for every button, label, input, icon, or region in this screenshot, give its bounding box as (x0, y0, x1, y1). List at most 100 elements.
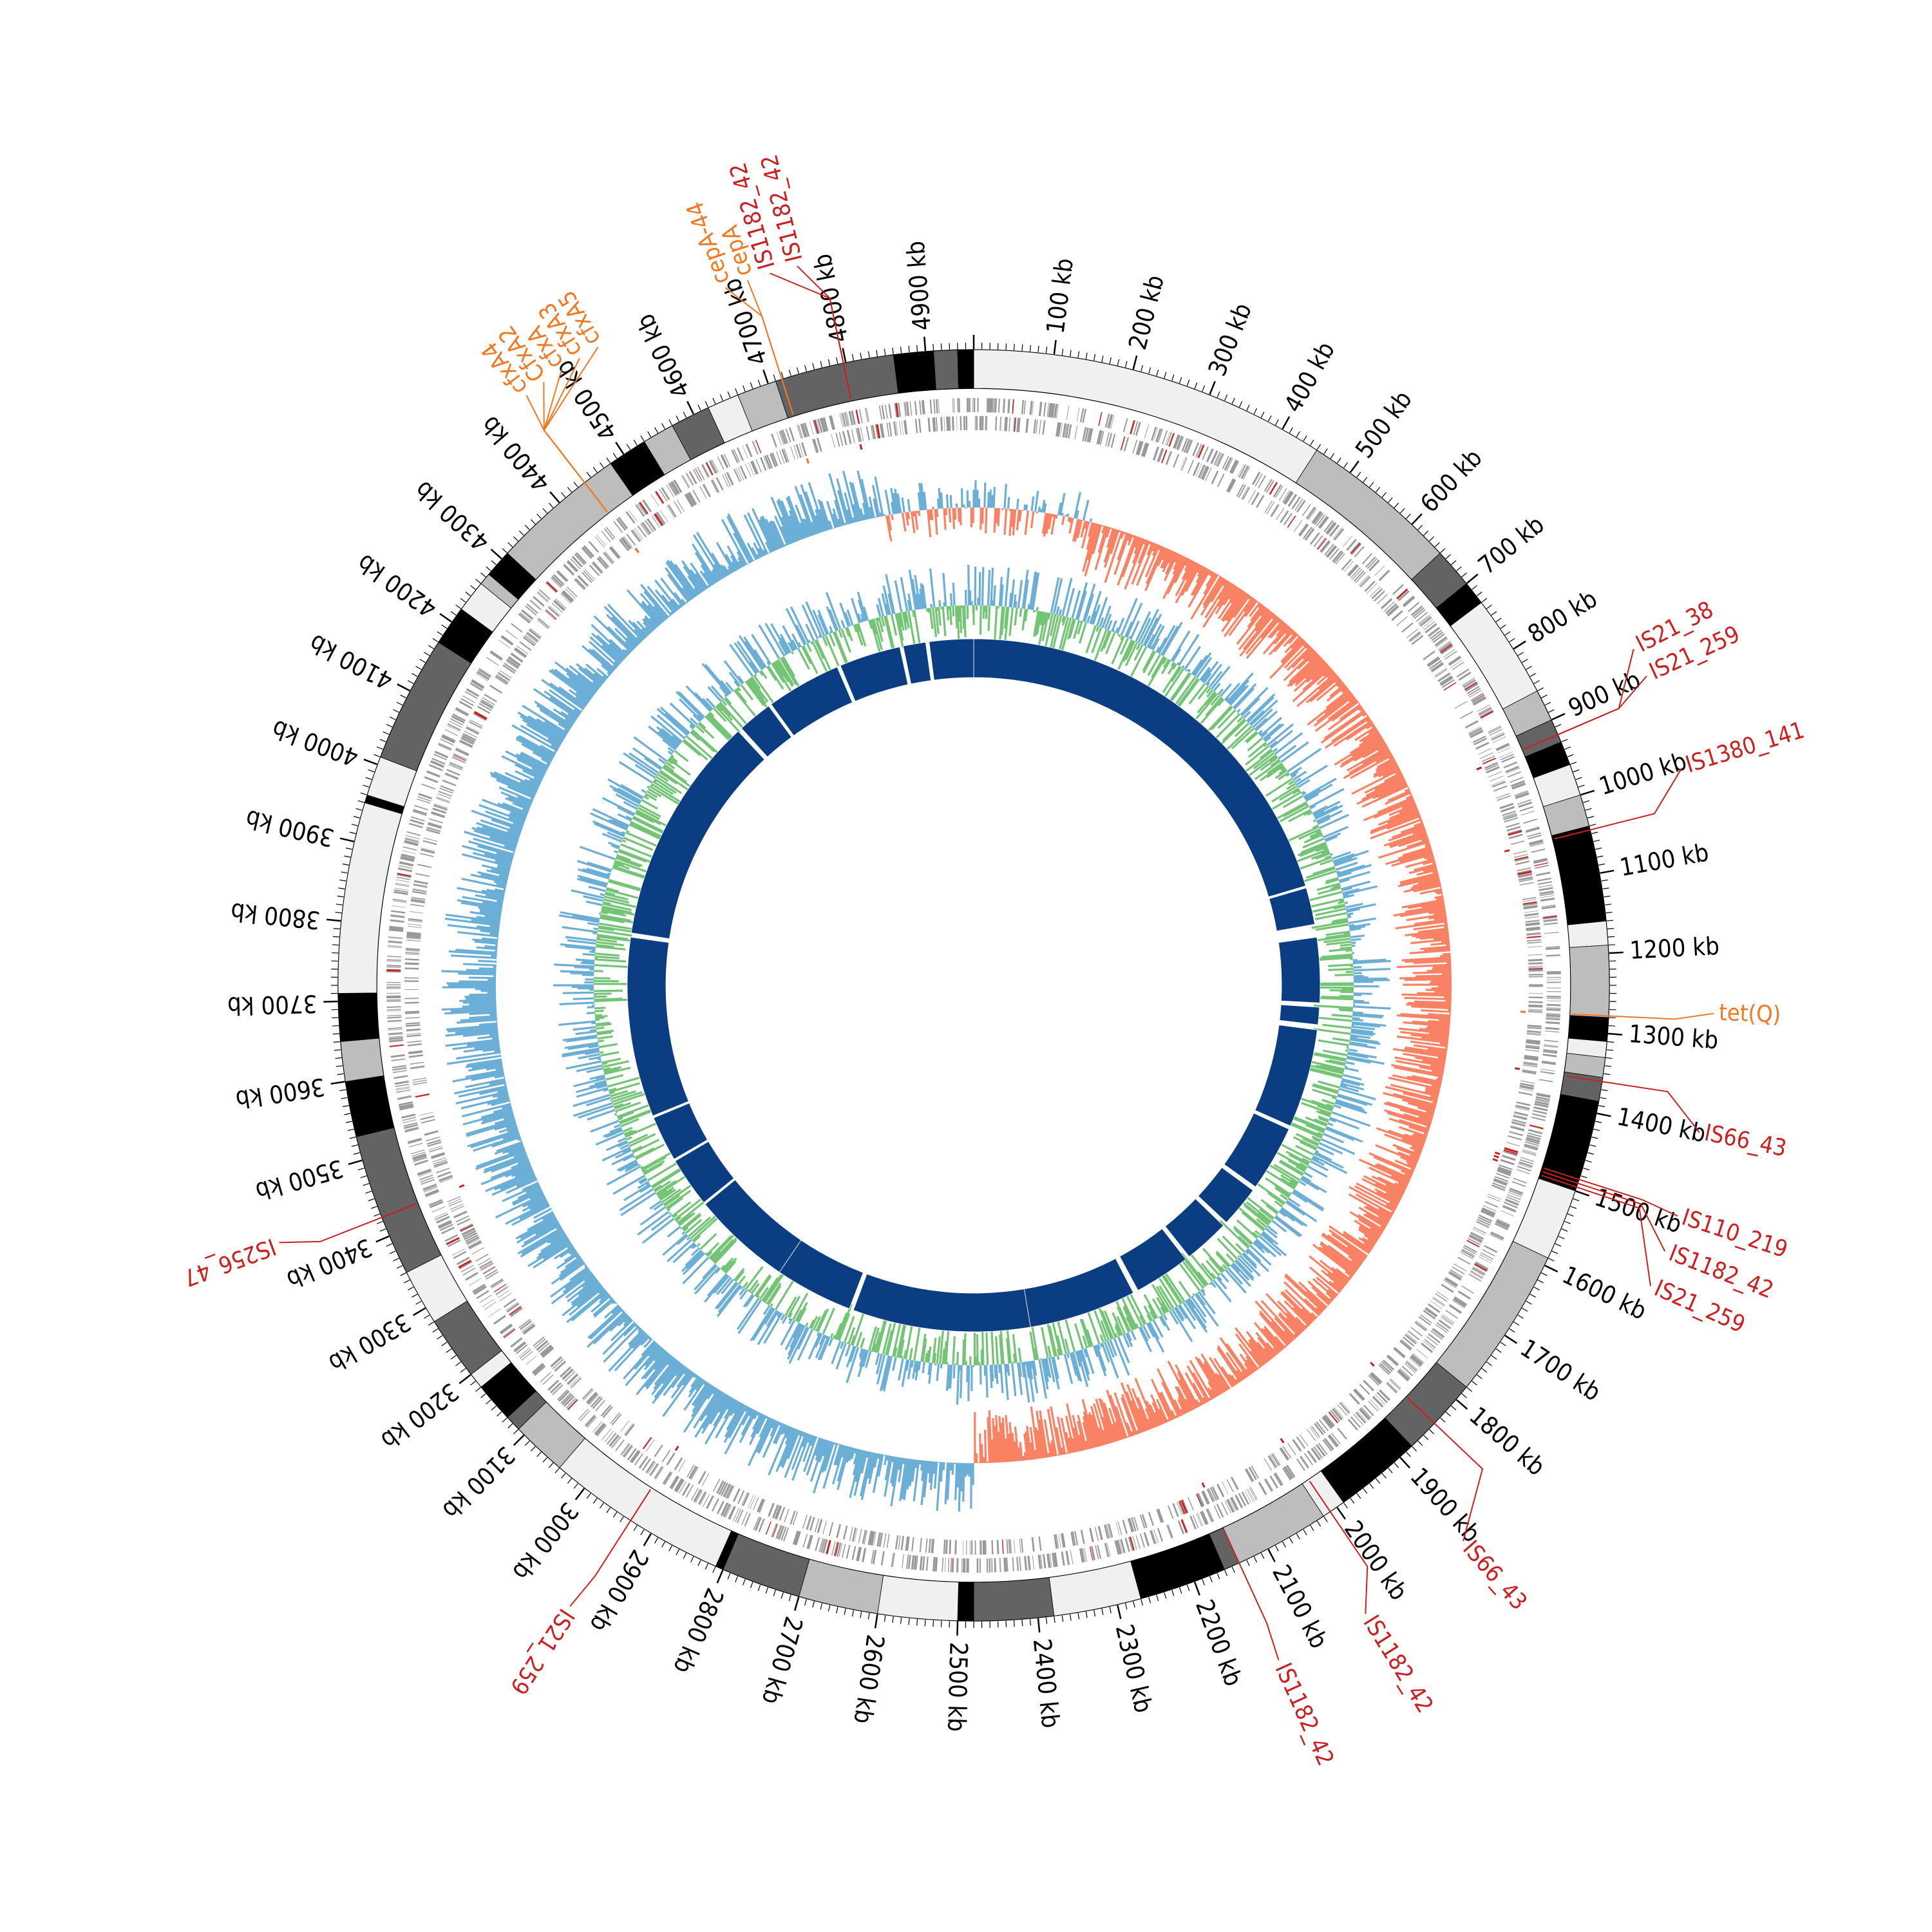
gene-feature (417, 796, 431, 802)
gene-feature (1517, 869, 1532, 875)
gc-content-bar (1346, 907, 1360, 913)
gene-feature (1333, 551, 1344, 564)
gene-feature (1526, 1030, 1542, 1034)
gc-skew-bar (1340, 686, 1348, 693)
gene-feature (953, 398, 955, 413)
gene-feature (1440, 643, 1453, 654)
gc-skew-bar (1084, 524, 1101, 576)
gene-feature (464, 690, 478, 699)
gc-content-bar (1304, 1066, 1343, 1077)
gene-feature (1374, 1394, 1385, 1405)
gc-skew-bar (711, 553, 727, 578)
minor-tick (697, 1560, 701, 1566)
gene-feature (705, 462, 714, 476)
gc-content-bar (1341, 880, 1371, 891)
gene-feature (542, 1347, 554, 1358)
gc-skew-bar (457, 931, 499, 938)
gc-skew-bar (462, 1000, 497, 1004)
gc-skew-bar (832, 508, 840, 527)
minor-tick (332, 952, 339, 954)
gc-content-bar (1256, 1218, 1267, 1228)
gc-skew-bar (1365, 1213, 1388, 1227)
gc-content-bar (1210, 706, 1233, 731)
gene-feature (1519, 1159, 1534, 1165)
gene-feature (447, 725, 460, 732)
gene-feature (388, 1032, 403, 1036)
minor-tick (332, 936, 339, 938)
gc-content-bar (1325, 1059, 1346, 1066)
gene-feature (828, 1522, 834, 1537)
gc-skew-bar (1403, 1092, 1438, 1103)
gene-feature (881, 404, 886, 420)
gc-skew-bar (753, 542, 762, 558)
gc-content-bar (1328, 967, 1354, 971)
gc-skew-bar (1174, 557, 1189, 583)
gc-content-bar (1285, 1201, 1305, 1216)
gc-skew-bar (608, 1331, 647, 1372)
gene-feature (595, 1423, 606, 1436)
gc-skew-bar (667, 574, 690, 603)
gene-feature (1131, 1517, 1137, 1531)
gene-feature (851, 410, 856, 425)
gc-skew-bar (1283, 649, 1316, 681)
gc-skew-bar (1157, 1368, 1182, 1417)
gc-skew-bar (1320, 711, 1367, 744)
scale-label: 3200 kb (375, 1378, 464, 1455)
gc-skew-bar (903, 1459, 911, 1501)
minor-tick (600, 462, 604, 468)
gene-feature (1292, 1439, 1302, 1452)
gene-feature (1528, 967, 1543, 969)
gene-feature (1224, 457, 1232, 471)
gene-feature (742, 445, 748, 459)
minor-tick (379, 1228, 386, 1232)
gc-skew-bar (836, 478, 851, 525)
major-tick (1411, 513, 1423, 525)
gene-feature (816, 419, 821, 433)
gc-content-bar (1342, 885, 1378, 896)
minor-tick (1021, 344, 1023, 351)
gene-feature (533, 1336, 545, 1347)
gene-feature (596, 557, 608, 569)
gc-skew-bar (591, 632, 623, 663)
gene-feature (1167, 1505, 1174, 1519)
gc-content-bar (1285, 1150, 1310, 1165)
minor-tick (349, 831, 356, 835)
gene-feature (601, 1428, 611, 1441)
gene-feature (864, 1530, 868, 1544)
gc-content-bar (1265, 777, 1293, 797)
gene-feature (935, 399, 938, 413)
gc-skew-bar (692, 1373, 697, 1378)
gc-skew-bar (952, 507, 956, 529)
gene-feature (976, 1558, 979, 1573)
gene-feature (914, 419, 918, 433)
gc-content-bar (1247, 737, 1264, 752)
gc-skew-bar (507, 1146, 525, 1154)
gene-feature (1355, 1412, 1367, 1424)
gc-skew-bar (1426, 1027, 1450, 1032)
gc-skew-bar (1405, 1046, 1447, 1055)
gc-skew-bar (571, 1280, 600, 1304)
minor-tick (404, 1279, 410, 1283)
gc-content-bar (1336, 864, 1365, 875)
gene-feature (1546, 1009, 1561, 1012)
gene-feature (1217, 453, 1224, 467)
gc-skew-bar (511, 724, 558, 752)
gene-feature (549, 605, 560, 616)
gene-feature (1173, 453, 1180, 468)
gc-skew-bar (806, 1437, 821, 1476)
gene-feature (1099, 431, 1104, 445)
gene-feature (1076, 407, 1080, 422)
minor-tick (335, 911, 342, 914)
gc-skew-bar (1177, 1372, 1198, 1409)
gene-feature (661, 1450, 671, 1463)
gc-content-bar (1300, 1178, 1320, 1191)
gene-feature (1435, 1324, 1448, 1334)
gc-skew-bar (1124, 538, 1146, 590)
minor-tick (1491, 1355, 1497, 1359)
gene-feature (1408, 631, 1421, 642)
gene-feature (672, 481, 680, 494)
minor-tick (1600, 1097, 1607, 1099)
gc-content-bar (1101, 605, 1112, 629)
gene-feature (1357, 1410, 1367, 1422)
gc-skew-bar (1341, 687, 1349, 694)
